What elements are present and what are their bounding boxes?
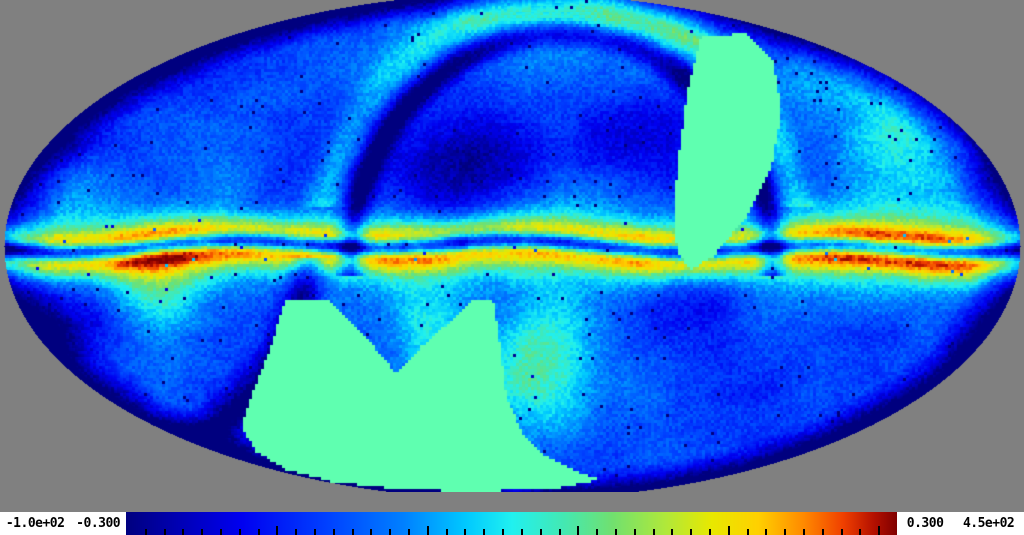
colorbar-tick	[840, 529, 843, 535]
colorbar-tick	[144, 529, 147, 535]
colorbar-tick	[163, 529, 166, 535]
colorbar-tick	[464, 529, 467, 535]
colorbar-tick	[577, 526, 580, 535]
colorbar-tick	[276, 526, 279, 535]
colorbar-tick	[520, 529, 523, 535]
colorbar-tick	[765, 529, 768, 535]
colorbar-right-labels: 0.300 4.5e+02	[897, 512, 1024, 535]
colorbar-tick	[539, 529, 542, 535]
colorbar-tick	[821, 529, 824, 535]
colorbar-tick	[351, 529, 354, 535]
colorbar-tick	[295, 529, 298, 535]
colorbar-tick	[220, 529, 223, 535]
colorbar-tick	[784, 529, 787, 535]
colorbar-tick	[389, 529, 392, 535]
colorbar-tick	[859, 529, 862, 535]
colorbar-tick	[238, 529, 241, 535]
colorbar-tick	[426, 526, 429, 535]
colorbar-tick	[802, 529, 805, 535]
colorbar-tick	[502, 529, 505, 535]
colorbar-tick	[408, 529, 411, 535]
colorbar-left-labels: -1.0e+02 -0.300	[0, 512, 126, 535]
colorbar-tick	[652, 529, 655, 535]
colorbar-tick	[690, 529, 693, 535]
colorbar-tick	[332, 529, 335, 535]
colorbar-tick	[596, 529, 599, 535]
colorbar-row: -1.0e+02 -0.300 0.300 4.5e+02	[0, 492, 1024, 535]
colorbar-tick	[558, 529, 561, 535]
colorbar-tick	[182, 529, 185, 535]
colorbar-tick	[370, 529, 373, 535]
colorbar-tick	[314, 529, 317, 535]
colorbar-ticks	[126, 512, 897, 535]
colorbar-tick	[201, 529, 204, 535]
colorbar-low-label: -0.300	[76, 516, 121, 531]
sky-map-panel	[0, 0, 1024, 492]
colorbar-min-label: -1.0e+02	[5, 516, 65, 531]
colorbar-tick	[633, 529, 636, 535]
colorbar-tick	[671, 529, 674, 535]
colorbar-tick	[614, 529, 617, 535]
colorbar-high-label: 0.300	[906, 516, 944, 531]
mollweide-sky-map	[0, 0, 1024, 492]
colorbar[interactable]	[126, 512, 897, 535]
colorbar-tick	[708, 529, 711, 535]
colorbar-tick	[727, 526, 730, 535]
colorbar-gradient	[126, 512, 897, 535]
colorbar-max-label: 4.5e+02	[962, 516, 1015, 531]
colorbar-tick	[257, 529, 260, 535]
colorbar-tick	[483, 529, 486, 535]
colorbar-tick	[746, 529, 749, 535]
colorbar-tick	[878, 526, 881, 535]
colorbar-tick	[445, 529, 448, 535]
